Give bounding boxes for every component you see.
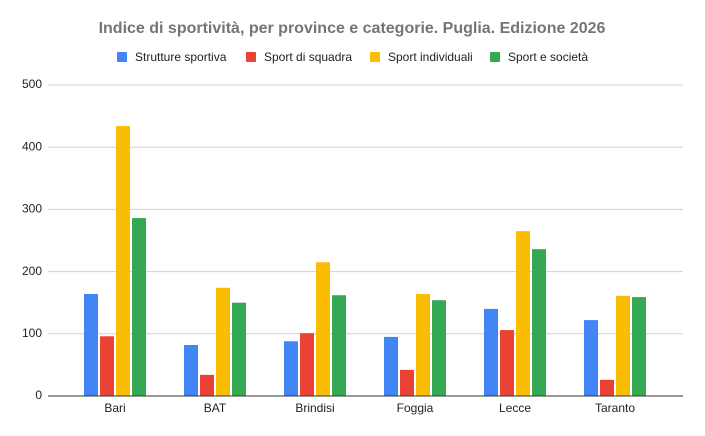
chart-title: Indice di sportività, per province e cat… xyxy=(99,20,606,37)
bar xyxy=(132,218,146,396)
legend-label: Sport e società xyxy=(508,50,588,64)
bar xyxy=(632,297,646,396)
legend-swatch xyxy=(117,52,127,62)
x-tick-label: Bari xyxy=(104,401,125,415)
legend-label: Sport individuali xyxy=(388,50,473,64)
bar xyxy=(332,295,346,396)
x-tick-label: Foggia xyxy=(397,401,434,415)
y-tick-label: 100 xyxy=(22,326,42,340)
y-tick-label: 400 xyxy=(22,139,42,153)
bar xyxy=(284,341,298,396)
bar xyxy=(584,320,598,396)
y-tick-label: 300 xyxy=(22,202,42,216)
bar xyxy=(600,379,614,396)
bar xyxy=(184,344,198,396)
legend-label: Sport di squadra xyxy=(264,50,352,64)
x-tick-label: Lecce xyxy=(499,401,531,415)
bar xyxy=(432,300,446,396)
bar xyxy=(116,126,130,396)
bar xyxy=(216,287,230,396)
bar xyxy=(500,330,514,396)
legend-swatch xyxy=(246,52,256,62)
y-tick-label: 500 xyxy=(22,77,42,91)
bar xyxy=(316,262,330,396)
legend-swatch xyxy=(490,52,500,62)
bar xyxy=(200,374,214,396)
bar xyxy=(384,336,398,396)
bar xyxy=(300,333,314,396)
x-tick-label: Taranto xyxy=(595,401,635,415)
bar xyxy=(516,231,530,396)
bar xyxy=(484,308,498,396)
bar xyxy=(400,369,414,396)
y-tick-label: 0 xyxy=(35,388,42,402)
bar xyxy=(416,293,430,396)
bar xyxy=(84,293,98,396)
bar xyxy=(616,295,630,396)
bar xyxy=(532,249,546,396)
bar xyxy=(100,336,114,396)
legend-label: Strutture sportiva xyxy=(135,50,227,64)
bar xyxy=(232,302,246,396)
legend-swatch xyxy=(370,52,380,62)
x-tick-label: Brindisi xyxy=(295,401,334,415)
y-tick-label: 200 xyxy=(22,264,42,278)
x-tick-label: BAT xyxy=(204,401,227,415)
